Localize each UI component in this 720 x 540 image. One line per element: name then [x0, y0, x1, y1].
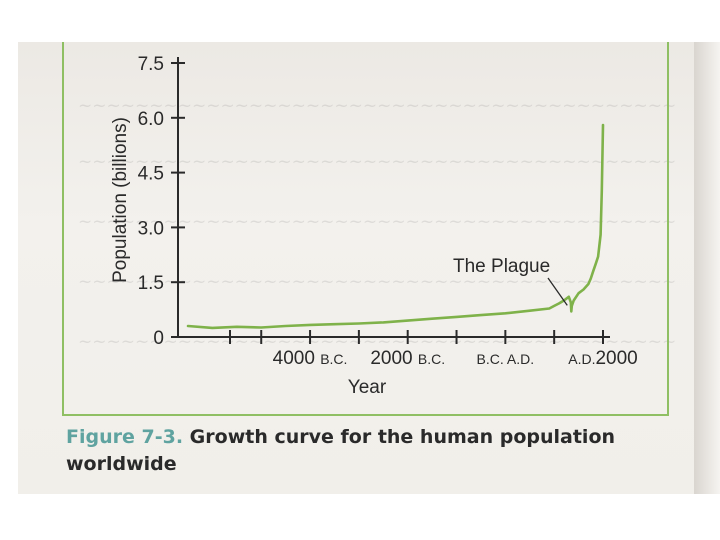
data-point: [599, 233, 602, 236]
data-points: [187, 124, 604, 329]
data-point: [602, 124, 604, 127]
x-tick-label: A.D.2000: [568, 348, 638, 369]
bleed-through-text: ~~~~~~~~~~~~~~~~~~~~~~~~~~~~~~~~~~~~~~~~…: [78, 272, 677, 292]
y-tick-label: 1.5: [138, 273, 164, 294]
x-tick-value: 4000: [273, 348, 321, 369]
population-curve: [186, 123, 605, 330]
data-point: [333, 323, 336, 326]
data-point: [577, 292, 580, 295]
bleed-through-text: ~~~~~~~~~~~~~~~~~~~~~~~~~~~~~~~~~~~~~~~~…: [78, 96, 677, 116]
x-tick-suffix: A.D.: [507, 351, 534, 367]
x-axis-ticks: 4000 B.C. 2000 B.C. B.C. A.D. A.D.2000: [229, 330, 638, 369]
data-point: [431, 317, 434, 320]
data-point: [587, 283, 590, 285]
annotation-label: The Plague: [453, 256, 550, 277]
data-point: [455, 316, 458, 318]
figure-frame: [62, 42, 669, 416]
figure-caption-text: Growth curve for the human population wo…: [66, 426, 616, 475]
data-point: [211, 326, 214, 329]
data-point: [357, 322, 360, 325]
y-axis-title: Population (billions): [110, 117, 131, 283]
y-tick-label: 3.0: [138, 218, 164, 239]
data-point: [600, 189, 603, 192]
data-point: [235, 325, 238, 328]
chart-axes: [177, 57, 610, 338]
plague-annotation: The Plague: [453, 256, 568, 306]
data-point: [187, 325, 189, 327]
data-point: [570, 310, 573, 313]
x-tick-label: 2000 B.C.: [370, 348, 445, 369]
data-point: [504, 312, 507, 315]
data-point: [570, 305, 573, 307]
x-tick-suffix: B.C.: [418, 351, 445, 367]
x-tick-label: B.C. A.D.: [477, 351, 535, 367]
data-point: [284, 325, 287, 327]
page-binding-edge: [694, 42, 720, 494]
data-point: [597, 255, 600, 258]
y-tick-label: 7.5: [138, 54, 164, 75]
y-tick-label: 0: [153, 328, 164, 349]
data-point: [260, 326, 263, 329]
data-point: [572, 299, 575, 302]
data-point: [553, 305, 556, 307]
x-tick-label: 4000 B.C.: [273, 348, 348, 369]
figure-caption: Figure 7-3. Growth curve for the human p…: [66, 424, 666, 478]
data-point: [528, 309, 531, 312]
bleed-through-text: ~~~~~~~~~~~~~~~~~~~~~~~~~~~~~~~~~~~~~~~~…: [78, 152, 677, 172]
x-tick-suffix: B.C.: [320, 351, 347, 367]
data-point: [582, 288, 585, 291]
x-tick-prefix: A.D.: [568, 351, 595, 367]
data-point: [589, 277, 592, 280]
y-tick-label: 4.5: [138, 164, 164, 185]
data-point: [594, 263, 597, 265]
figure-number: Figure 7-3.: [66, 426, 184, 448]
data-point: [548, 307, 551, 310]
data-point: [382, 321, 385, 324]
annotation-pointer: [547, 277, 568, 306]
data-point: [406, 319, 409, 322]
data-point: [480, 314, 482, 316]
bleed-through-text: ~~~~~~~~~~~~~~~~~~~~~~~~~~~~~~~~~~~~~~~~…: [78, 212, 677, 232]
x-axis-title: Year: [348, 377, 387, 398]
data-point: [592, 270, 595, 273]
data-point: [567, 295, 570, 298]
data-point: [309, 324, 311, 326]
x-tick-value: 2000: [595, 348, 637, 369]
data-point: [569, 301, 572, 304]
y-axis-ticks: 0 1.5 3.0 4.5 6.0 7.5: [138, 54, 185, 349]
x-tick-value: B.C.: [477, 351, 507, 367]
data-point: [558, 302, 560, 305]
y-tick-label: 6.0: [138, 109, 164, 130]
x-tick-value: 2000: [370, 348, 418, 369]
